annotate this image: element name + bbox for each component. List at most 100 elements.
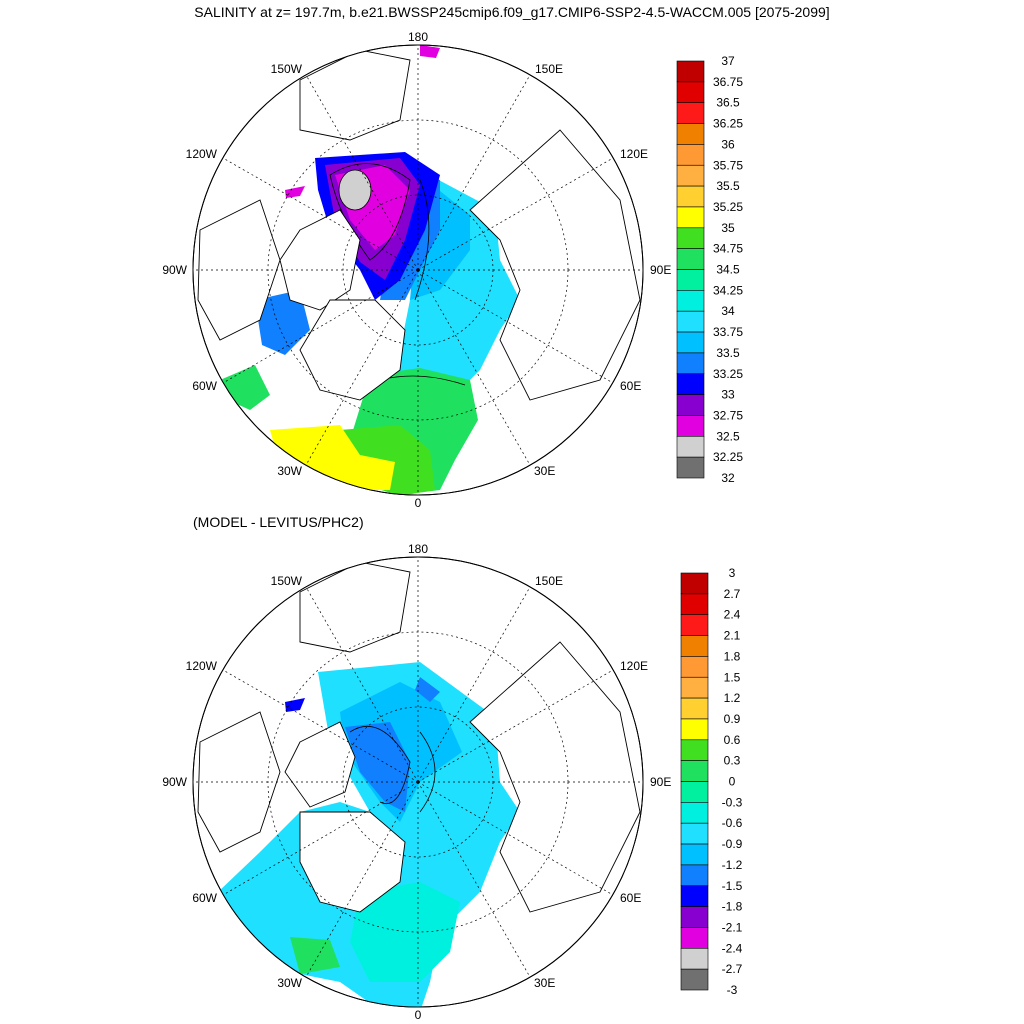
colorbar-swatch: [680, 927, 709, 949]
lon-label-30w: 30W: [277, 976, 302, 990]
colorbar-swatch: [676, 102, 705, 124]
colorbar-swatch: [676, 352, 705, 375]
land-archipelago-bottom: [284, 721, 356, 808]
colorbar-swatch: [680, 635, 709, 657]
land-north-america-bottom: [197, 711, 281, 853]
lon-label-0: 0: [415, 1008, 422, 1022]
field-baffin-region: [255, 290, 310, 355]
lon-label-150w: 150W: [271, 574, 303, 588]
field-minus-1_2-north: [415, 677, 440, 702]
lon-label-120e: 120E: [620, 147, 648, 161]
colorbar-tick-label: -2.4: [722, 941, 743, 955]
colorbar-tick-label: 36.75: [713, 75, 743, 89]
colorbar-tick-label: 34: [721, 304, 735, 318]
longitude-labels-top: 180 150E 120E 90E 60E 30E 0 30W 60W 90W …: [162, 30, 671, 510]
difference-map: 180 150E 120E 90E 60E 30E 0 30W 60W 90W …: [162, 542, 743, 1022]
colorbar-swatch: [676, 60, 705, 83]
lon-label-60w: 60W: [192, 891, 217, 905]
colorbar-swatch: [676, 164, 705, 187]
colorbar-swatch: [676, 81, 705, 103]
colorbar-tick-label: 1.5: [724, 670, 741, 684]
colorbar-tick-label: 34.75: [713, 242, 743, 256]
colorbar-tick-label: 33.5: [716, 346, 740, 360]
lon-label-0: 0: [415, 496, 422, 510]
colorbar-swatch: [680, 614, 709, 636]
colorbar-swatch: [680, 676, 709, 699]
field-0-region: [290, 937, 340, 974]
lon-label-120w: 120W: [186, 147, 218, 161]
colorbar-tick-label: 2.4: [724, 608, 741, 622]
colorbar-tick-label: -0.3: [722, 795, 743, 809]
colorbar-swatch: [676, 310, 705, 333]
colorbar-swatch: [680, 906, 709, 928]
field-strait-purple: [285, 186, 305, 198]
colorbar-tick-label: -2.1: [722, 920, 743, 934]
colorbar-swatch: [676, 373, 705, 395]
colorbar-swatch: [676, 123, 705, 145]
colorbar-tick-label: 34.5: [716, 263, 740, 277]
colorbar-tick-label: 33.75: [713, 325, 743, 339]
difference-field: [193, 557, 643, 1007]
field-minus-1_2-region: [345, 722, 410, 812]
colorbar-tick-label: 35: [721, 221, 735, 235]
lon-label-120w: 120W: [186, 659, 218, 673]
land-eurasia-bottom: [469, 641, 641, 913]
colorbar-tick-label: -2.7: [722, 962, 743, 976]
colorbar-swatch: [676, 394, 705, 416]
colorbar-tick-label: 0.9: [724, 712, 741, 726]
colorbar-tick-label: 37: [721, 54, 735, 68]
colorbar-swatch: [680, 656, 709, 678]
colorbar-tick-label: -1.8: [722, 900, 743, 914]
colorbar-swatch: [680, 947, 709, 970]
colorbar-tick-label: 2.7: [724, 587, 741, 601]
lon-label-60w: 60W: [192, 379, 217, 393]
colorbar-tick-label: 35.25: [713, 200, 743, 214]
colorbar-tick-label: 32.75: [713, 408, 743, 422]
lon-label-60e: 60E: [620, 379, 641, 393]
colorbar-tick-label: 36.25: [713, 117, 743, 131]
lon-label-90w: 90W: [162, 775, 187, 789]
colorbar-tick-label: 32.25: [713, 450, 743, 464]
difference-subtitle: (MODEL - LEVITUS/PHC2): [193, 514, 364, 530]
colorbar-swatch: [676, 269, 705, 291]
salinity-field: [193, 45, 643, 495]
colorbar-swatch: [680, 802, 709, 824]
land-greenland: [299, 299, 406, 401]
colorbar-tick-label: 1.2: [724, 691, 741, 705]
colorbar-swatch: [680, 822, 709, 845]
colorbar-tick-label: -0.6: [722, 816, 743, 830]
colorbar-swatch: [676, 435, 705, 458]
colorbar-swatch: [680, 593, 709, 615]
field-bering-purple: [420, 45, 440, 58]
colorbar-swatch: [680, 572, 709, 595]
colorbar-tick-label: 2.1: [724, 629, 741, 643]
colorbar-tick-label: -1.2: [722, 858, 743, 872]
plot-title: SALINITY at z= 197.7m, b.e21.BWSSP245cmi…: [194, 4, 830, 20]
colorbar-swatch: [680, 739, 709, 761]
lon-label-30w: 30W: [277, 464, 302, 478]
lon-label-150w: 150W: [271, 62, 303, 76]
colorbar-swatch: [680, 718, 709, 741]
colorbar-swatch: [680, 885, 709, 907]
colorbar-tick-label: 36: [721, 137, 735, 151]
lon-label-180: 180: [408, 542, 428, 556]
lon-label-180: 180: [408, 30, 428, 44]
colorbar-tick-label: -3: [727, 983, 738, 997]
difference-colorbar: 3 2.7 2.4 2.1 1.8 1.5 1.2 0.9 0.6 0.3 0 -0.3 -0.6 -0.…: [680, 566, 743, 997]
lon-label-150e: 150E: [535, 574, 563, 588]
longitude-labels-bottom: 180 150E 120E 90E 60E 30E 0 30W 60W 90W …: [162, 542, 671, 1022]
colorbar-swatch: [680, 864, 709, 887]
lon-label-90w: 90W: [162, 263, 187, 277]
field-minus-0_3-region: [350, 882, 460, 982]
salinity-colorbar: 37 36.75 36.5 36.25 36 35.75 35.5 35.25 35 34.75 3…: [676, 54, 743, 485]
lon-label-90e: 90E: [650, 775, 671, 789]
colorbar-swatch: [680, 843, 709, 866]
colorbar-swatch: [676, 456, 705, 479]
colorbar-tick-label: -0.9: [722, 837, 743, 851]
lon-label-30e: 30E: [534, 464, 555, 478]
colorbar-tick-label: 33: [721, 388, 735, 402]
colorbar-tick-label: 33.25: [713, 367, 743, 381]
colorbar-swatch: [676, 144, 705, 166]
colorbar-tick-label: 32.5: [716, 429, 740, 443]
colorbar-swatch: [676, 227, 705, 249]
